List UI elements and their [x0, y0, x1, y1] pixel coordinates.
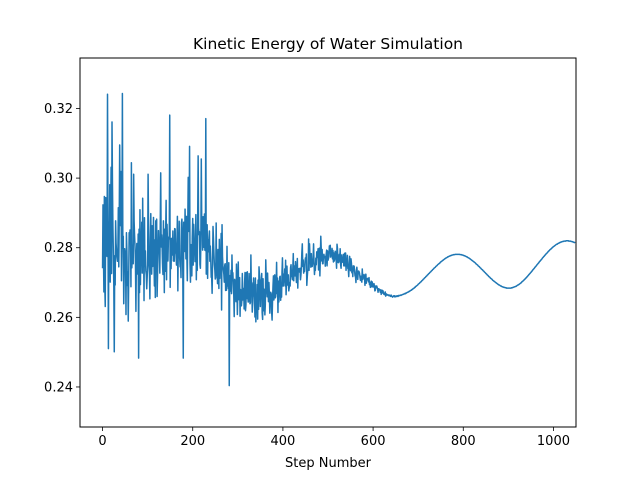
- x-tick-label: 800: [451, 434, 476, 449]
- x-tick-label: 200: [180, 434, 205, 449]
- series-layer: [101, 92, 576, 387]
- x-axis-label: Step Number: [285, 456, 372, 471]
- x-tick-label: 0: [98, 434, 106, 449]
- x-tick-label: 600: [361, 434, 386, 449]
- series-line-0: [101, 92, 576, 387]
- chart-title: Kinetic Energy of Water Simulation: [193, 35, 463, 53]
- y-tick-label: 0.28: [44, 241, 73, 256]
- y-tick-label: 0.26: [44, 311, 73, 326]
- plot-area: [79, 57, 577, 428]
- y-axis: 0.24 0.26 0.28 0.30 0.32: [44, 102, 80, 395]
- x-tick-label: 400: [270, 434, 295, 449]
- x-tick-label: 1000: [537, 434, 570, 449]
- x-axis: 0 200 400 600 800 1000: [98, 427, 570, 449]
- axes-frame: [79, 57, 577, 428]
- y-tick-label: 0.30: [44, 172, 73, 187]
- y-tick-label: 0.24: [44, 380, 73, 395]
- y-tick-label: 0.32: [44, 102, 73, 117]
